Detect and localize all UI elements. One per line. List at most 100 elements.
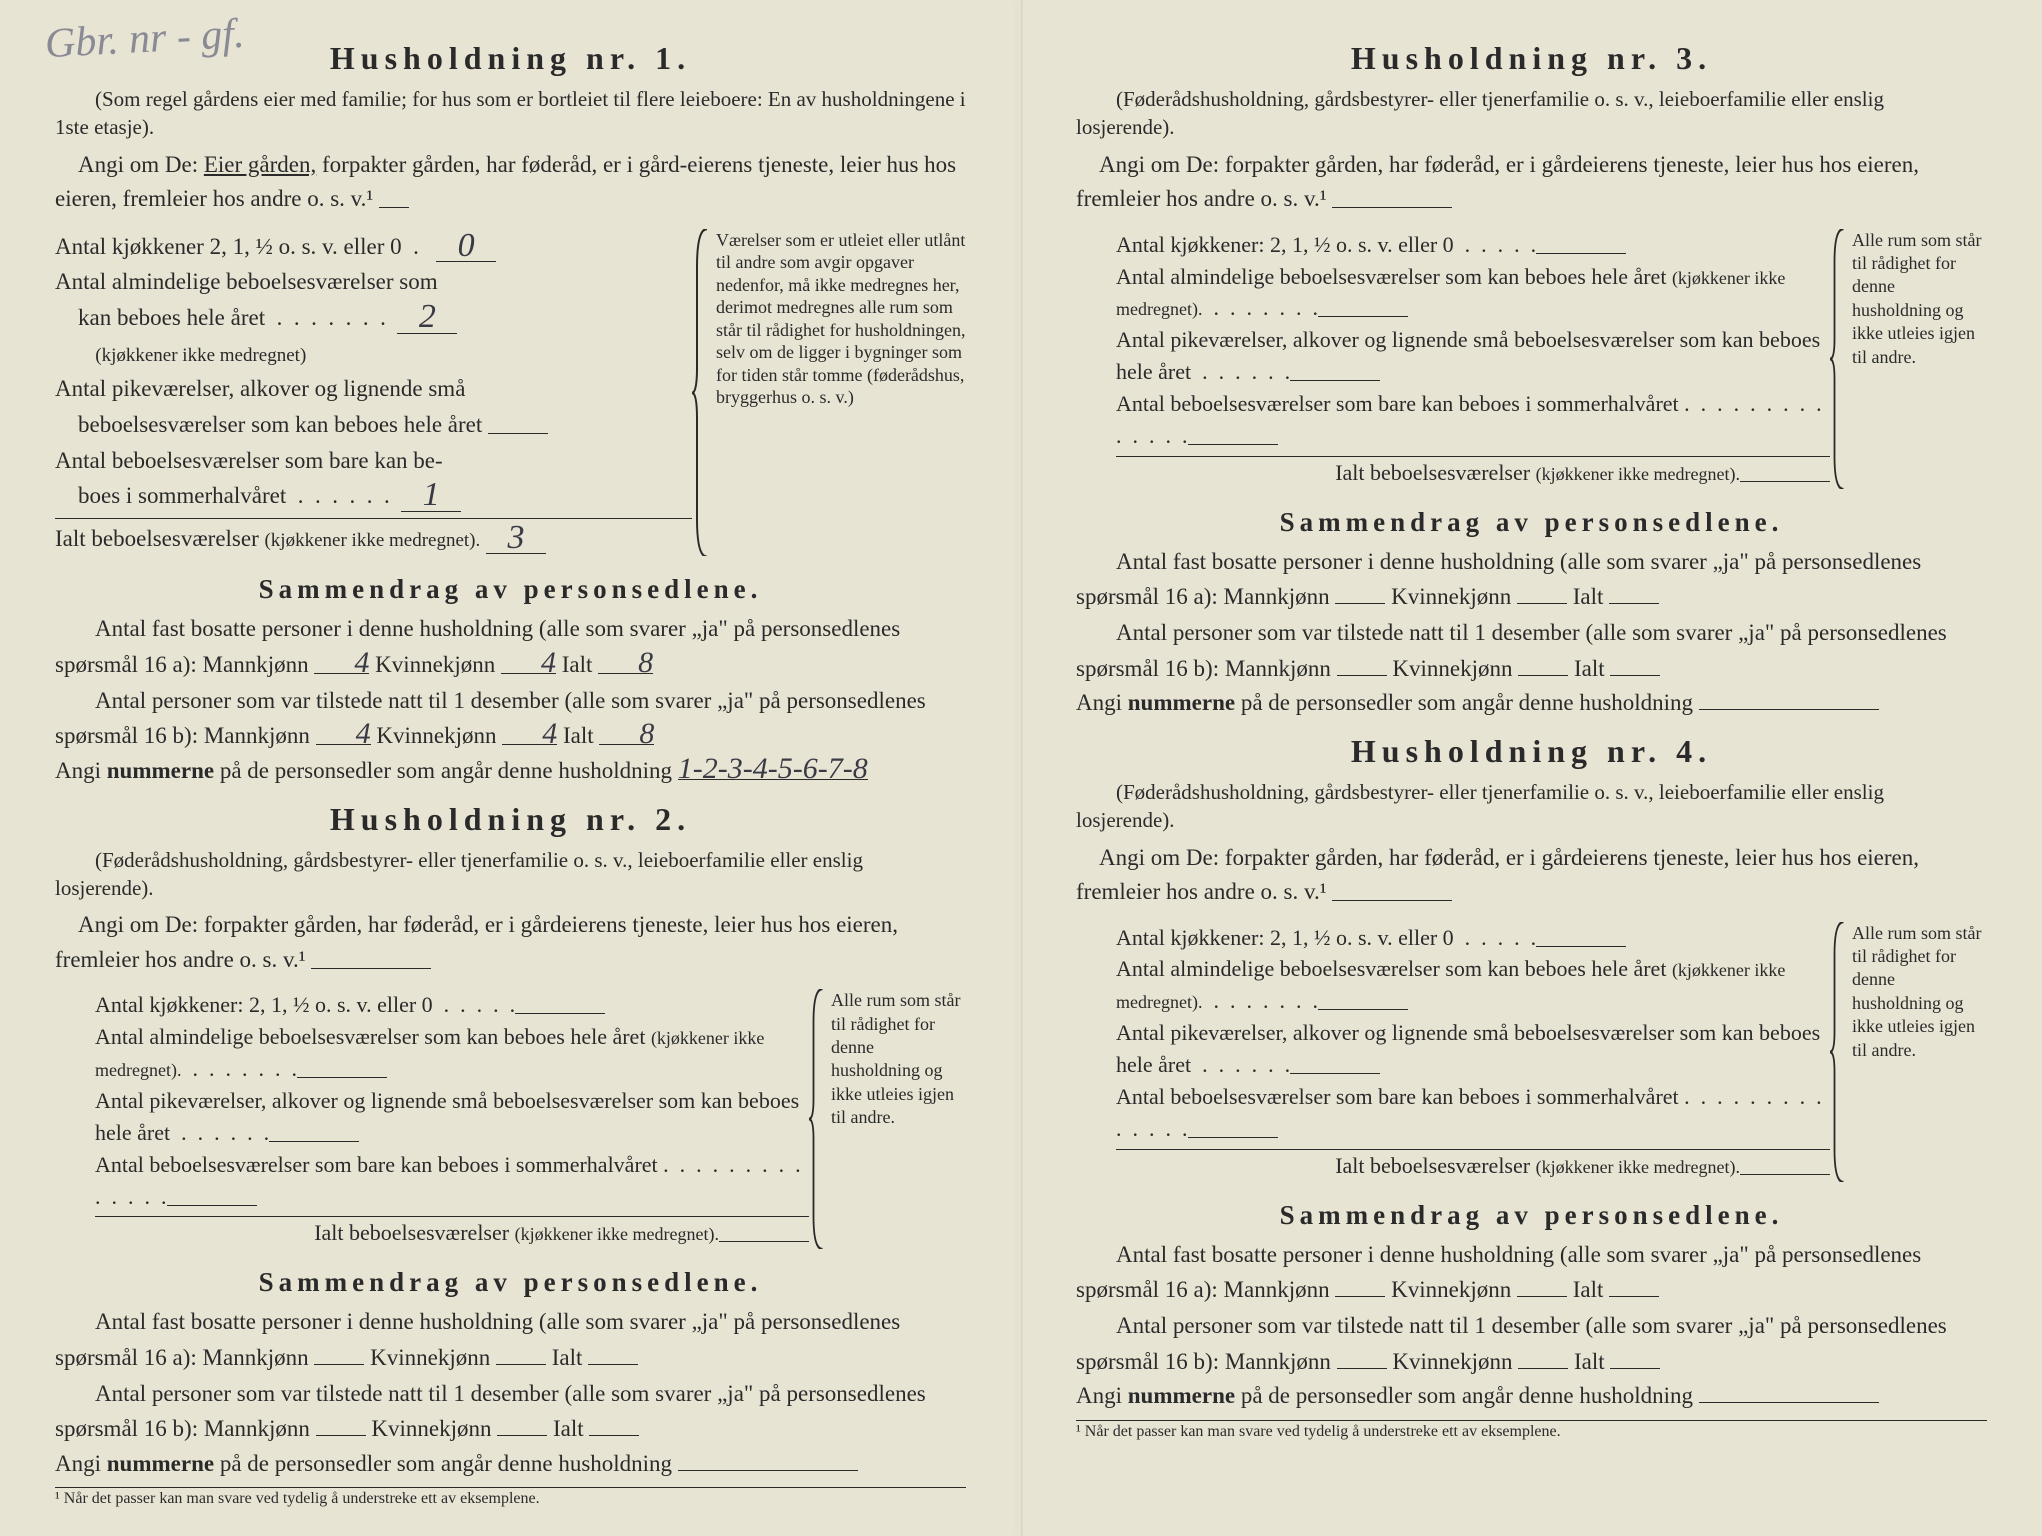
h2-num-val[interactable] <box>678 1470 858 1471</box>
q5-label: Ialt beboelsesværelser <box>55 526 259 551</box>
h3-p16a-i-label: Ialt <box>1573 584 1604 609</box>
h4-q1-label: Antal kjøkkener: 2, 1, ½ o. s. v. eller … <box>1116 925 1454 950</box>
q5-value[interactable]: 3 <box>486 523 546 555</box>
h3-q4-label: Antal beboelsesværelser som bare kan beb… <box>1116 391 1679 416</box>
household-2-brace: Alle rum som står til rådighet for denne… <box>809 989 966 1249</box>
h3-num-val[interactable] <box>1699 709 1879 710</box>
household-2: Husholdning nr. 2. (Føderådshusholdning,… <box>55 801 966 1509</box>
household-1-title: Husholdning nr. 1. <box>55 40 966 77</box>
h2-num-row: Angi nummerne på de personsedler som ang… <box>55 1447 966 1482</box>
p16a-i-label: Ialt <box>562 652 593 677</box>
h4-angi-prefix: Angi om De: <box>1099 845 1219 870</box>
h4-p16a-k[interactable] <box>1517 1296 1567 1297</box>
h2-q2-val[interactable] <box>297 1077 387 1078</box>
h4-q5-label: Ialt beboelsesværelser <box>1335 1153 1530 1178</box>
h2-p16a-k[interactable] <box>496 1364 546 1365</box>
q3-value[interactable] <box>488 433 548 434</box>
h4-num-bold: nummerne <box>1128 1383 1235 1408</box>
h2-p16b-i[interactable] <box>589 1435 639 1436</box>
h4-p16b-k[interactable] <box>1518 1368 1568 1369</box>
h4-q2-val[interactable] <box>1318 1009 1408 1010</box>
h4-q4-val[interactable] <box>1188 1137 1278 1138</box>
h2-q1-val[interactable] <box>515 1013 605 1014</box>
h3-p16b-k-label: Kvinnekjønn <box>1392 656 1512 681</box>
h3-q5-val[interactable] <box>1740 481 1830 482</box>
h2-brace-text: Alle rum som står til rådighet for denne… <box>831 990 960 1127</box>
household-1: Husholdning nr. 1. (Som regel gårdens ei… <box>55 40 966 789</box>
h4-q5: Ialt beboelsesværelser (kjøkkener ikke m… <box>1116 1149 1830 1182</box>
h3-p16b-i-label: Ialt <box>1574 656 1605 681</box>
h3-q3-val[interactable] <box>1290 380 1380 381</box>
h4-p16b: Antal personer som var tilstede natt til… <box>1076 1308 1987 1379</box>
h3-p16a-i[interactable] <box>1609 603 1659 604</box>
h4-q3-val[interactable] <box>1290 1073 1380 1074</box>
h4-p16a-i[interactable] <box>1609 1296 1659 1297</box>
p16b: Antal personer som var tilstede natt til… <box>55 683 966 754</box>
household-1-rooms: Antal kjøkkener 2, 1, ½ o. s. v. eller 0… <box>55 229 692 557</box>
household-1-brace: Værelser som er utleiet eller utlånt til… <box>692 229 966 557</box>
h4-p16b-m[interactable] <box>1337 1368 1387 1369</box>
h4-num-val[interactable] <box>1699 1402 1879 1403</box>
h3-p16a-m[interactable] <box>1335 603 1385 604</box>
q4-value[interactable]: 1 <box>401 480 461 512</box>
q4-row: Antal beboelsesværelser som bare kan be-… <box>55 443 692 514</box>
h2-q5-val[interactable] <box>719 1241 809 1242</box>
h3-q5-note: (kjøkkener ikke medregnet). <box>1536 464 1740 484</box>
p16b-k[interactable]: 4 <box>502 723 557 745</box>
h4-p16a-k-label: Kvinnekjønn <box>1391 1277 1511 1302</box>
q3b: beboelsesværelser som kan beboes hele år… <box>78 412 482 437</box>
h2-angi-fill[interactable] <box>311 968 431 969</box>
h4-q4-label: Antal beboelsesværelser som bare kan beb… <box>1116 1084 1679 1109</box>
p16b-k-label: Kvinnekjønn <box>376 723 496 748</box>
h3-p16b: Antal personer som var tilstede natt til… <box>1076 615 1987 686</box>
h4-q1-val[interactable] <box>1536 946 1626 947</box>
h2-p16a-m[interactable] <box>314 1364 364 1365</box>
h4-p16b-i-label: Ialt <box>1574 1349 1605 1374</box>
p16a-i[interactable]: 8 <box>598 652 653 674</box>
h2-q4-val[interactable] <box>167 1205 257 1206</box>
h3-q4-val[interactable] <box>1188 444 1278 445</box>
h3-q2-label: Antal almindelige beboelsesværelser som … <box>1116 264 1666 289</box>
h3-p16b-i[interactable] <box>1610 675 1660 676</box>
h3-p16b-k[interactable] <box>1518 675 1568 676</box>
h4-p16a-m[interactable] <box>1335 1296 1385 1297</box>
household-2-rooms: Antal kjøkkener: 2, 1, ½ o. s. v. eller … <box>55 989 809 1249</box>
brace-icon-3 <box>1830 229 1848 489</box>
household-4: Husholdning nr. 4. (Føderådshusholdning,… <box>1076 733 1987 1441</box>
h3-p16a-k[interactable] <box>1517 603 1567 604</box>
household-4-title: Husholdning nr. 4. <box>1076 733 1987 770</box>
q1-value[interactable]: 0 <box>436 231 496 263</box>
h3-q1-label: Antal kjøkkener: 2, 1, ½ o. s. v. eller … <box>1116 232 1454 257</box>
h2-q3-val[interactable] <box>269 1141 359 1142</box>
angi-fill[interactable] <box>379 207 409 208</box>
household-1-sub: (Som regel gårdens eier med familie; for… <box>55 85 966 142</box>
household-4-brace: Alle rum som står til rådighet for denne… <box>1830 922 1987 1182</box>
h2-q3: Antal pikeværelser, alkover og lignende … <box>95 1085 809 1149</box>
p16a-m[interactable]: 4 <box>314 652 369 674</box>
household-4-sub: (Føderådshusholdning, gårdsbestyrer- ell… <box>1076 778 1987 835</box>
h2-p16b-m[interactable] <box>316 1435 366 1436</box>
footnote-right-text: ¹ Når det passer kan man svare ved tydel… <box>1076 1423 1561 1440</box>
num-value[interactable]: 1-2-3-4-5-6-7-8 <box>678 758 868 780</box>
h2-p16b-k[interactable] <box>497 1435 547 1436</box>
h3-q1-val[interactable] <box>1536 253 1626 254</box>
q2-value[interactable]: 2 <box>397 302 457 334</box>
h4-p16b-i[interactable] <box>1610 1368 1660 1369</box>
h2-num-label: Angi <box>55 1451 101 1476</box>
p16b-m[interactable]: 4 <box>316 723 371 745</box>
p16a-k[interactable]: 4 <box>501 652 556 674</box>
p16b-i[interactable]: 8 <box>599 723 654 745</box>
household-3-brace: Alle rum som står til rådighet for denne… <box>1830 229 1987 489</box>
h2-p16a: Antal fast bosatte personer i denne hush… <box>55 1304 966 1375</box>
h4-angi-fill[interactable] <box>1332 900 1452 901</box>
h2-p16b: Antal personer som var tilstede natt til… <box>55 1376 966 1447</box>
h4-q5-val[interactable] <box>1740 1174 1830 1175</box>
h3-angi-fill[interactable] <box>1332 207 1452 208</box>
q4b: boes i sommerhalvåret <box>78 483 286 508</box>
h3-p16b-m[interactable] <box>1337 675 1387 676</box>
h4-num-rest: på de personsedler som angår denne husho… <box>1241 1383 1693 1408</box>
h2-p16a-i[interactable] <box>588 1364 638 1365</box>
household-1-samm-title: Sammendrag av personsedlene. <box>55 574 966 605</box>
h3-q2-val[interactable] <box>1318 316 1408 317</box>
h4-num-row: Angi nummerne på de personsedler som ang… <box>1076 1379 1987 1414</box>
